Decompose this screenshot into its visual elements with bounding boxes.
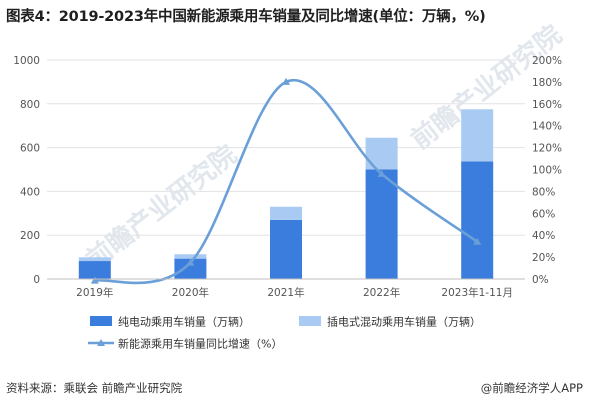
legend: 纯电动乘用车销量（万辆） 插电式混动乘用车销量（万辆） 新能源乘用车销量同比增速（%… <box>88 315 481 351</box>
right-tick-label: 160% <box>532 99 562 111</box>
growth-point-marker <box>282 77 290 85</box>
bar-pure-ev <box>365 169 398 279</box>
right-tick-label: 200% <box>532 55 562 67</box>
bar-pure-ev <box>461 161 494 279</box>
right-axis: 0% 20% 40% 60% 80% 100% 120% 140% 160% 180% 200% <box>532 55 562 286</box>
legend-swatch-marker <box>97 339 105 346</box>
bar-phev <box>461 109 494 162</box>
bars <box>78 109 494 279</box>
left-tick-label: 800 <box>20 99 40 111</box>
growth-point-marker <box>186 258 195 266</box>
bar-pure-ev <box>270 219 302 279</box>
bar-phev <box>174 254 207 259</box>
bar-pure-ev <box>78 261 111 279</box>
source-note: 资料来源：乘联会 前瞻产业研究院 <box>6 381 183 395</box>
right-tick-label: 80% <box>532 186 555 198</box>
bar-phev <box>365 137 398 170</box>
right-tick-label: 0% <box>532 274 549 286</box>
left-axis: 0 200 400 600 800 1000 <box>13 55 40 286</box>
legend-swatch <box>299 316 321 326</box>
left-tick-label: 200 <box>20 230 40 242</box>
x-tick-label: 2022年 <box>363 286 400 299</box>
legend-swatch <box>90 316 112 326</box>
legend-label: 纯电动乘用车销量（万辆） <box>118 315 250 329</box>
right-tick-label: 180% <box>532 77 562 89</box>
right-tick-label: 120% <box>532 143 562 155</box>
legend-label: 插电式混动乘用车销量（万辆） <box>327 315 481 329</box>
x-tick-label: 2021年 <box>267 286 304 299</box>
right-tick-label: 20% <box>532 252 555 264</box>
right-tick-label: 140% <box>532 121 562 133</box>
credit: @前瞻经济学人APP <box>480 381 583 395</box>
bar-phev <box>270 206 302 220</box>
bar-phev <box>78 257 111 262</box>
growth-point-marker <box>473 237 482 245</box>
left-tick-label: 400 <box>20 186 40 198</box>
growth-line <box>90 77 482 285</box>
legend-label: 新能源乘用车销量同比增速（%） <box>118 337 282 351</box>
right-tick-label: 100% <box>532 165 562 177</box>
left-tick-label: 600 <box>20 143 40 155</box>
bar-pure-ev <box>174 258 207 279</box>
right-tick-label: 60% <box>532 208 555 220</box>
left-tick-label: 0 <box>33 274 40 286</box>
x-axis: 2019年 2020年 2021年 2022年 2023年1-11月 <box>47 278 525 299</box>
growth-point-marker <box>90 276 99 284</box>
x-tick-label: 2023年1-11月 <box>441 286 513 299</box>
left-tick-label: 1000 <box>13 55 40 67</box>
right-tick-label: 40% <box>532 230 555 242</box>
x-tick-label: 2019年 <box>76 286 113 299</box>
growth-point-marker <box>377 169 386 177</box>
watermark-text: 前瞻产业研究院 <box>80 139 243 275</box>
chart-title: 图表4：2019-2023年中国新能源乘用车销量及同比增速(单位：万辆，%) <box>6 9 486 25</box>
x-tick-label: 2020年 <box>172 286 209 299</box>
